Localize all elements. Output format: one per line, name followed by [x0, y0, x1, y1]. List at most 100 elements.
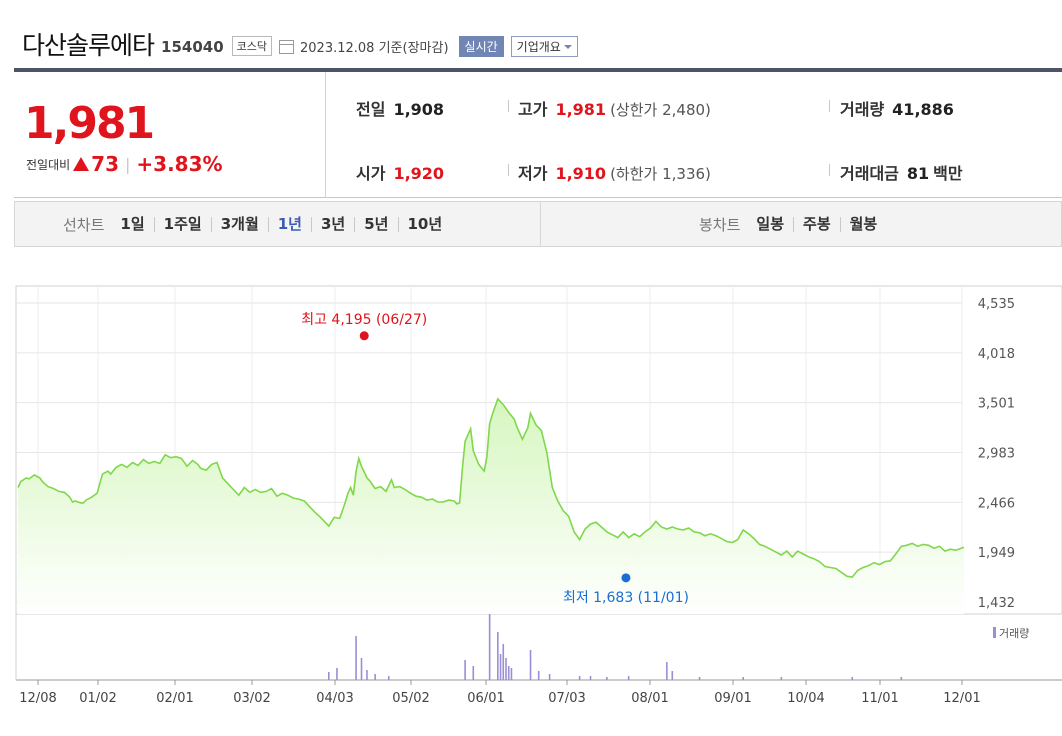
candle-monthly[interactable]: 월봉 — [839, 217, 887, 232]
volume-bar — [472, 666, 475, 680]
high-point-marker — [359, 331, 369, 341]
period-bar-divider — [540, 202, 541, 246]
candle-chart-periods: 봉차트 일봉 주봉 월봉 — [699, 214, 886, 235]
current-price-box: 1,981 전일대비 73 | +3.83% — [14, 72, 326, 198]
volume-bar — [355, 636, 357, 680]
volume-bar — [529, 650, 532, 680]
volume-bar — [900, 677, 903, 680]
stock-header: 다산솔루에타 154040 코스닥 2023.12.08 기준(장마감) 실시간… — [22, 24, 578, 64]
period-1d[interactable]: 1일 — [120, 215, 145, 233]
base-date: 2023.12.08 기준(장마감) — [300, 40, 449, 56]
y-tick-label: 2,983 — [978, 447, 1015, 462]
x-tick-label: 09/01 — [714, 691, 751, 706]
x-tick-label: 10/04 — [787, 691, 824, 706]
volume-bar — [360, 658, 363, 680]
y-tick-label: 4,018 — [978, 347, 1015, 362]
candle-daily[interactable]: 일봉 — [756, 215, 785, 233]
divider — [829, 100, 830, 112]
low-value: 1,910 — [555, 164, 607, 183]
volume-bar — [387, 676, 390, 680]
x-tick-label: 03/02 — [233, 691, 270, 706]
open-cell: 시가 1,920 — [356, 160, 444, 184]
x-tick-label: 02/01 — [156, 691, 193, 706]
volume-bar — [499, 654, 502, 680]
current-price: 1,981 — [24, 98, 155, 149]
y-tick-label: 3,501 — [978, 397, 1015, 412]
change-row: 전일대비 73 | +3.83% — [26, 152, 223, 176]
volume-bar — [578, 676, 581, 680]
volume-label: 거래량 — [840, 100, 885, 119]
x-axis-labels: 12/08 01/02 02/01 03/02 04/03 05/02 06/01 07/03… — [19, 691, 980, 706]
line-chart-label: 선차트 — [63, 216, 105, 234]
chevron-down-icon — [563, 45, 572, 49]
y-axis-labels: 4,535 4,018 3,501 2,983 2,466 1,949 1,432 — [978, 297, 1015, 611]
y-tick-label: 4,535 — [978, 297, 1015, 312]
low-label: 저가 — [518, 164, 548, 183]
amount-label: 거래대금 — [840, 164, 899, 183]
volume-bar — [627, 676, 630, 680]
market-badge: 코스닥 — [231, 36, 273, 56]
volume-bar — [851, 677, 854, 680]
change-separator: | — [125, 154, 131, 174]
volume-cell: 거래량 41,886 — [840, 96, 954, 120]
stock-code: 154040 — [161, 38, 224, 56]
volume-bar — [510, 668, 513, 680]
volume-bar — [374, 674, 376, 680]
divider — [508, 100, 509, 112]
prev-close-label: 전일 — [356, 100, 386, 119]
company-name: 다산솔루에타 — [22, 31, 155, 60]
volume-bar — [606, 677, 608, 680]
price-line — [17, 397, 965, 578]
low-annotation: 최저 1,683 (11/01) — [563, 590, 689, 606]
volume-bar — [497, 632, 499, 680]
y-tick-label: 2,466 — [978, 496, 1015, 511]
x-tick-label: 12/08 — [19, 691, 56, 706]
candle-weekly[interactable]: 주봉 — [793, 217, 840, 232]
chart-period-bar: 선차트 1일 1주일 3개월 1년 3년 5년 10년 봉차트 일봉 주봉 월봉 — [14, 201, 1062, 247]
period-1y[interactable]: 1년 — [267, 217, 311, 232]
x-tick-label: 11/01 — [861, 691, 898, 706]
x-tick-label: 07/03 — [548, 691, 585, 706]
volume-bar — [464, 660, 466, 680]
price-area — [18, 398, 964, 614]
volume-bar — [698, 677, 701, 680]
x-tick-label: 08/01 — [631, 691, 668, 706]
prev-close-cell: 전일 1,908 — [356, 96, 444, 120]
change-percent: +3.83% — [136, 152, 223, 176]
x-tick-label: 06/01 — [467, 691, 504, 706]
calendar-icon — [279, 39, 295, 54]
period-3y[interactable]: 3년 — [311, 217, 354, 232]
company-overview-label: 기업개요 — [516, 39, 561, 54]
company-overview-dropdown[interactable]: 기업개요 — [510, 35, 578, 57]
volume-bar — [780, 677, 783, 680]
volume-bar — [548, 674, 551, 680]
divider — [508, 164, 509, 176]
open-value: 1,920 — [393, 164, 445, 183]
volume-bar — [666, 662, 668, 680]
high-annotation: 최고 4,195 (06/27) — [301, 312, 427, 328]
upper-limit: (상한가 2,480) — [610, 101, 711, 119]
x-tick-label: 12/01 — [943, 691, 980, 706]
period-10y[interactable]: 10년 — [397, 217, 452, 232]
change-value: 73 — [91, 152, 120, 176]
period-5y[interactable]: 5년 — [354, 217, 397, 232]
volume-bar — [589, 676, 592, 680]
period-3m[interactable]: 3개월 — [210, 217, 268, 232]
volume-bar — [488, 614, 491, 680]
volume-bar — [505, 658, 507, 680]
price-summary-panel: 1,981 전일대비 73 | +3.83% 전일 1,908 시가 1,920 고… — [14, 68, 1062, 198]
low-cell: 저가 1,910 (하한가 1,336) — [518, 160, 711, 184]
volume-bar — [671, 671, 674, 680]
volume-bar — [507, 666, 510, 680]
change-label: 전일대비 — [26, 157, 71, 172]
period-1w[interactable]: 1주일 — [153, 217, 211, 232]
x-tick-label: 05/02 — [392, 691, 429, 706]
realtime-button[interactable]: 실시간 — [458, 35, 504, 57]
line-chart-periods: 선차트 1일 1주일 3개월 1년 3년 5년 10년 — [63, 214, 451, 235]
amount-value: 81 — [906, 164, 930, 183]
up-triangle-icon — [73, 157, 90, 171]
volume-bar — [742, 677, 744, 680]
volume-bars — [327, 614, 903, 680]
low-point-marker — [621, 573, 631, 583]
